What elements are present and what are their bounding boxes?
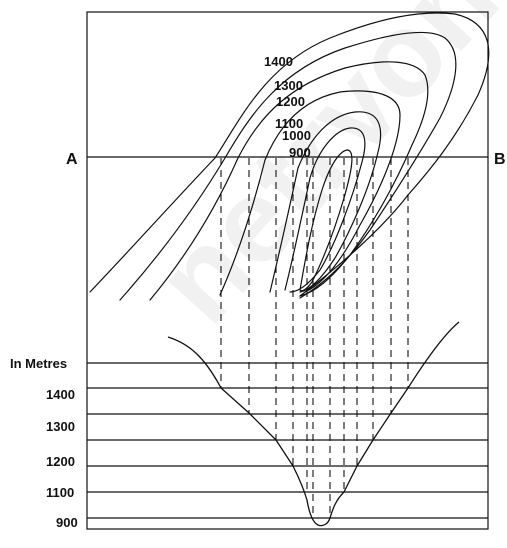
contour-label-900: 900: [289, 145, 311, 160]
contour-line-900: [284, 127, 366, 293]
contour-label-1400: 1400: [264, 54, 293, 69]
contour-line-inner: [299, 149, 353, 292]
elevation-label-1100: 1100: [46, 485, 74, 500]
elevation-label-900: 900: [56, 515, 78, 530]
map-frame: [86, 11, 489, 530]
contour-line-1300: [119, 31, 457, 301]
contour-line-1100: [219, 90, 401, 296]
elevation-label-1200: 1200: [46, 454, 75, 469]
elevation-label-1300: 1300: [46, 419, 75, 434]
section-label-b: B: [494, 151, 506, 168]
contour-line-1000: [269, 111, 382, 293]
contour-label-1300: 1300: [274, 78, 303, 93]
watermark-text: netrvon: [130, 0, 507, 347]
profile-unit-label: In Metres: [10, 356, 67, 371]
cross-section-profile: [167, 321, 460, 527]
contour-line-1200: [149, 61, 429, 301]
contour-label-1200: 1200: [276, 94, 305, 109]
contour-label-1000: 1000: [282, 128, 311, 143]
contour-label-1100: 1100: [275, 116, 303, 131]
elevation-label-1400: 1400: [46, 387, 75, 402]
section-label-a: A: [66, 151, 78, 168]
